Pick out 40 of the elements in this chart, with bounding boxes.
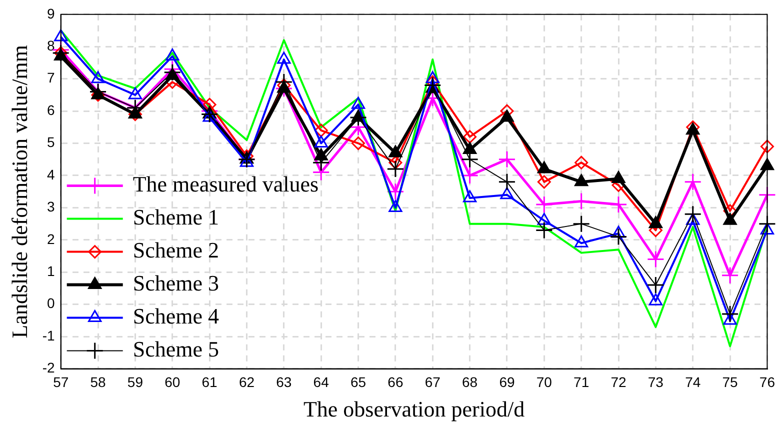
legend-label: Scheme 1 [132,204,220,230]
x-tick-label: 72 [610,374,626,390]
y-axis-title: Landslide deformation value/mm [6,44,32,338]
y-tick-label: 2 [47,230,56,247]
y-tick-label: 6 [47,102,56,118]
x-tick-label: 58 [90,374,106,390]
x-tick-label: 69 [499,374,515,390]
x-tick-label: 61 [202,374,218,390]
y-tick-label: 0 [47,295,56,312]
y-tick-label: -1 [42,327,56,344]
y-tick-label: 8 [47,37,56,54]
x-tick-label: 57 [53,374,69,390]
y-tick-label: 9 [47,5,56,22]
x-tick-label: 68 [462,374,478,390]
y-tick-label: -2 [42,360,56,376]
x-tick-label: 62 [238,374,255,390]
x-tick-label: 75 [722,374,738,390]
y-tick-label: 1 [47,263,56,280]
x-tick-label: 60 [164,374,180,390]
legend-label: Scheme 5 [132,336,220,362]
y-tick-label: 7 [47,70,56,86]
x-tick-label: 65 [350,374,366,390]
y-tick-label: 5 [47,134,56,150]
x-tick-label: 63 [276,374,292,390]
y-tick-label: 3 [47,198,56,215]
x-axis-title: The observation period/d [303,396,525,422]
x-tick-label: 76 [759,374,776,390]
x-tick-label: 70 [536,374,552,390]
x-tick-label: 71 [574,374,590,390]
legend-label: Scheme 2 [132,238,220,263]
y-tick-label: 4 [47,166,56,182]
legend-label: Scheme 3 [132,270,220,296]
x-tick-label: 67 [424,374,441,390]
legend-label: The measured values [132,172,319,197]
x-tick-label: 74 [685,374,701,390]
x-tick-label: 66 [388,374,404,390]
x-tick-label: 73 [648,374,664,390]
x-tick-label: 64 [313,374,330,390]
legend-label: Scheme 4 [132,304,220,329]
x-tick-label: 59 [127,374,144,390]
